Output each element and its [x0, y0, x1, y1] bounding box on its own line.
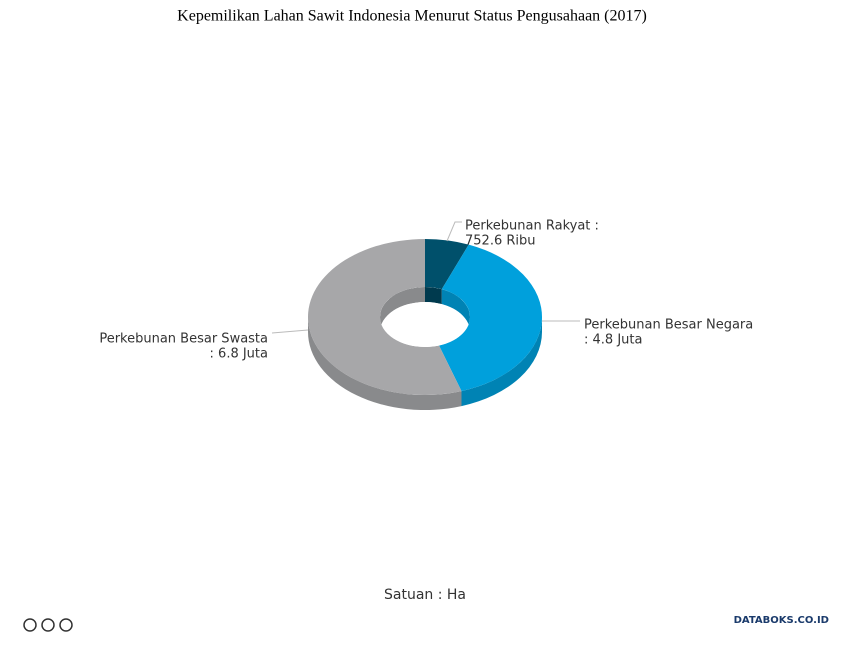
slice-side	[308, 317, 462, 410]
inner-wall	[425, 287, 442, 305]
hole	[380, 287, 470, 347]
value-label: 752.6 Ribu	[465, 234, 535, 249]
source-logo: DATABOKS.CO.ID	[734, 615, 829, 626]
inner-wall	[441, 289, 470, 332]
slice-label: Perkebunan Besar Swasta	[99, 332, 268, 347]
unit-note: Satuan : Ha	[384, 587, 466, 603]
license-icons	[23, 618, 73, 632]
hole-opening	[380, 302, 470, 347]
slice	[308, 239, 462, 395]
slice-side	[461, 317, 542, 407]
value-label: : 6.8 Juta	[210, 347, 268, 362]
slice-label: Perkebunan Rakyat :	[465, 219, 599, 234]
leader-line	[446, 221, 462, 242]
slice	[425, 239, 469, 290]
value-label: : 4.8 Juta	[584, 333, 642, 348]
donut: Perkebunan Rakyat :752.6 Ribu Perkebunan …	[99, 219, 753, 410]
chart-title: Kepemilikan Lahan Sawit Indonesia Menuru…	[177, 8, 647, 25]
slice	[439, 244, 542, 392]
leader-line	[271, 329, 309, 334]
inner-wall	[380, 287, 425, 332]
slice-label: Perkebunan Besar Negara	[584, 318, 753, 333]
